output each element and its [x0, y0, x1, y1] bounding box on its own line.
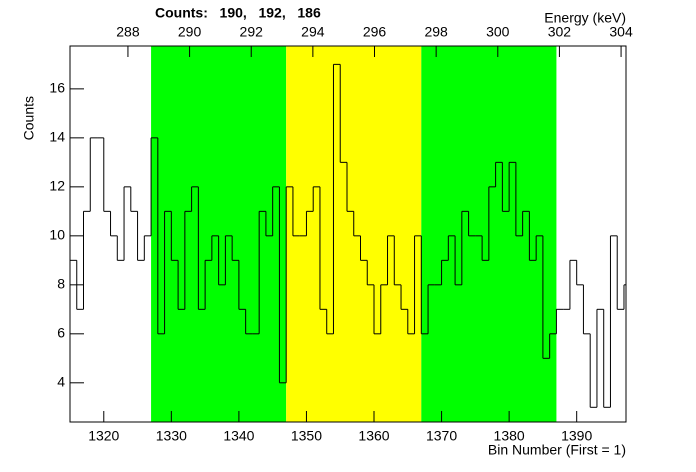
x-axis-title: Bin Number (First = 1) [488, 442, 626, 458]
y-axis-title: Counts [21, 96, 37, 140]
x-tick-label: 1350 [291, 428, 322, 444]
x-tick-label: 1330 [156, 428, 187, 444]
y-tick-label: 12 [49, 178, 65, 194]
x2-tick-label: 290 [178, 24, 202, 40]
x2-tick-label: 304 [609, 24, 633, 40]
x-tick-label: 1380 [494, 428, 525, 444]
y-tick-label: 4 [57, 374, 65, 390]
x2-tick-label: 302 [548, 24, 572, 40]
x-tick-label: 1360 [358, 428, 389, 444]
plot-frame [69, 45, 627, 423]
y-tick-label: 6 [57, 325, 65, 341]
chart-title: Counts: 190, 192, 186 [155, 5, 321, 21]
y-tick-label: 16 [49, 80, 65, 96]
x-tick-label: 1390 [561, 428, 592, 444]
y-tick-label: 10 [49, 227, 65, 243]
x2-tick-label: 288 [116, 24, 140, 40]
x-tick-label: 1320 [88, 428, 119, 444]
x-tick-label: 1370 [426, 428, 457, 444]
x2-tick-label: 292 [240, 24, 264, 40]
x2-tick-label: 300 [486, 24, 510, 40]
x-tick-label: 1340 [223, 428, 254, 444]
y-tick-label: 8 [57, 276, 65, 292]
x2-tick-label: 296 [363, 24, 387, 40]
x2-tick-label: 294 [301, 24, 325, 40]
x2-tick-label: 298 [424, 24, 448, 40]
x2-axis-title: Energy (keV) [544, 10, 626, 26]
y-tick-label: 14 [49, 129, 65, 145]
region [151, 46, 287, 422]
